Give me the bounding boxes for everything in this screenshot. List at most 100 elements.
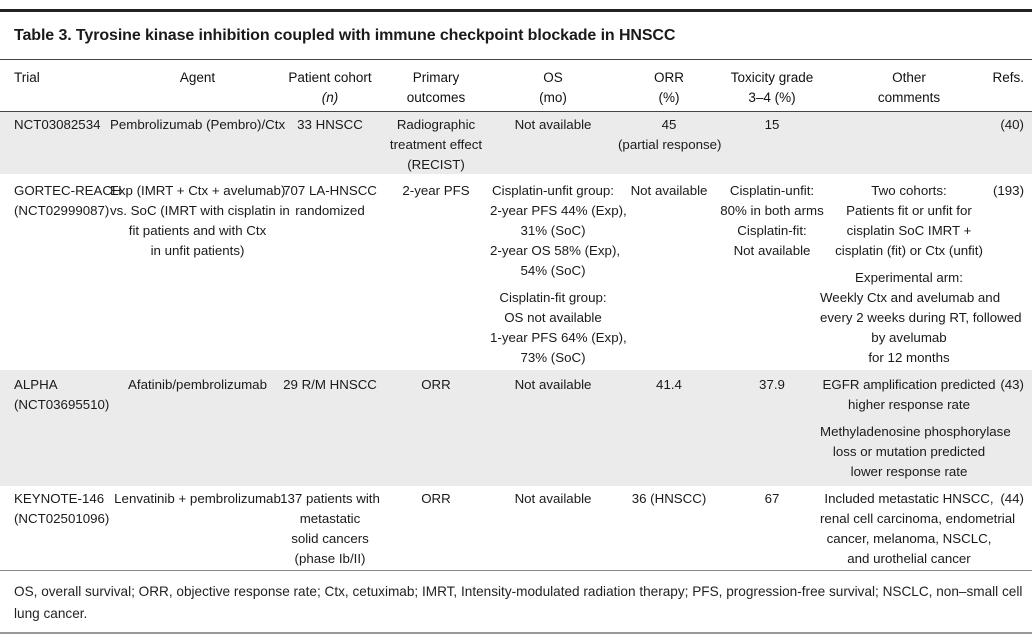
cell-cohort: 707 LA-HNSCC randomized <box>280 181 380 221</box>
cell-line: 2-year PFS <box>402 183 470 198</box>
cell-line: Cisplatin-fit: <box>737 223 807 238</box>
cell-line: 707 LA-HNSCC <box>283 183 377 198</box>
cell-line: lower response rate <box>850 464 968 479</box>
header-trial: Trial <box>14 70 40 85</box>
cell-trial: GORTEC-REACH (NCT02999087) <box>14 181 122 221</box>
cell-line: Pembrolizumab (Pembro)/Ctx <box>110 117 286 132</box>
cell-line: Not available <box>514 117 592 132</box>
cell-primary: ORR <box>388 489 484 509</box>
header-top-rule <box>0 59 1032 60</box>
cell-line: every 2 weeks during RT, followed <box>820 310 1022 325</box>
cell-agent: Afatinib/pembrolizumab <box>110 375 285 395</box>
cell-line: 137 patients with <box>280 491 380 506</box>
cell-orr: 41.4 <box>618 375 720 395</box>
row-background-3 <box>0 370 1032 486</box>
cell-line: cisplatin (fit) or Ctx (unfit) <box>835 243 983 258</box>
cell-line: Experimental arm: <box>855 270 963 285</box>
cell-os: Not available <box>490 375 616 395</box>
header-cohort-line1: Patient cohort <box>288 70 372 85</box>
cell-line: ORR <box>421 377 451 392</box>
cell-refs: (40) <box>1000 117 1024 132</box>
cell-line: 29 R/M HNSCC <box>283 377 377 392</box>
footnote: OS, overall survival; ORR, objective res… <box>14 584 1023 621</box>
cell-line: Not available <box>630 183 708 198</box>
cell-agent: Lenvatinib + pembrolizumab <box>110 489 285 509</box>
header-primary: Primary outcomes <box>388 68 484 108</box>
cell-line: Two cohorts: <box>871 183 947 198</box>
cell-gap <box>820 415 998 422</box>
cell-line: Exp (IMRT + Ctx + avelumab) <box>110 183 286 198</box>
cell-line: Patients fit or unfit for <box>846 203 972 218</box>
cell-line: (RECIST) <box>407 157 465 172</box>
cell-gap <box>490 281 616 288</box>
cell-primary: 2-year PFS <box>388 181 484 201</box>
cell-line: (NCT03695510) <box>14 397 110 412</box>
cell-line: Weekly Ctx and avelumab and <box>820 290 1001 305</box>
header-orr: ORR (%) <box>618 68 720 108</box>
cell-trial: KEYNOTE-146 (NCT02501096) <box>14 489 114 529</box>
bottom-rule <box>0 632 1032 634</box>
cell-line: ORR <box>421 491 451 506</box>
cell-line: OS not available <box>504 310 602 325</box>
cell-line: for 12 months <box>868 350 950 365</box>
cell-refs: (43) <box>1000 377 1024 392</box>
cell-os: Not available <box>490 115 616 135</box>
header-orr-line1: ORR <box>654 70 684 85</box>
cell-line: 80% in both arms <box>720 203 824 218</box>
cell-line: GORTEC-REACH <box>14 183 122 198</box>
cell-line: vs. SoC (IMRT with cisplatin in <box>110 203 290 218</box>
cell-line: Afatinib/pembrolizumab <box>128 377 267 392</box>
header-bottom-rule <box>0 111 1032 112</box>
header-orr-line2: (%) <box>658 90 680 105</box>
cell-line: higher response rate <box>848 397 970 412</box>
header-toxicity-line2: 3–4 (%) <box>748 90 796 105</box>
cell-line: cancer, melanoma, NSCLC, <box>826 531 992 546</box>
cell-line: Methyladenosine phosphorylase <box>820 424 1011 439</box>
cell-primary: Radiographic treatment effect (RECIST) <box>388 115 484 175</box>
cell-line: 2-year PFS 44% (Exp), <box>490 203 627 218</box>
cell-line: (NCT02501096) <box>14 511 110 526</box>
cell-orr: Not available <box>618 181 720 201</box>
cell-tox: 67 <box>718 489 826 509</box>
header-cohort-line2: (n) <box>321 90 339 105</box>
cell-trial: NCT03082534 <box>14 115 114 135</box>
header-primary-line1: Primary <box>412 70 460 85</box>
cell-line: 54% (SoC) <box>520 263 586 278</box>
cell-other: EGFR amplification predicted higher respo… <box>820 375 1011 482</box>
cell-agent: Pembrolizumab (Pembro)/Ctx <box>110 115 285 135</box>
cell-line: Cisplatin-unfit group: <box>492 183 614 198</box>
header-toxicity: Toxicity grade 3–4 (%) <box>718 68 826 108</box>
cell-orr: 36 (HNSCC) <box>618 489 720 509</box>
cell-line: 31% (SoC) <box>520 223 586 238</box>
cell-tox: 15 <box>718 115 826 135</box>
cell-line: 37.9 <box>759 377 785 392</box>
cell-line: Not available <box>733 243 811 258</box>
table-bottom-rule <box>0 570 1032 571</box>
cell-primary: ORR <box>388 375 484 395</box>
cell-trial: ALPHA (NCT03695510) <box>14 375 114 415</box>
cell-refs: (193) <box>992 183 1024 198</box>
cell-gap <box>820 261 998 268</box>
cell-line: 45 <box>661 117 677 132</box>
cell-line: KEYNOTE-146 <box>14 491 105 506</box>
cell-line: 36 (HNSCC) <box>631 491 707 506</box>
cell-line: Not available <box>514 377 592 392</box>
cell-line: 73% (SoC) <box>520 350 586 365</box>
cell-os: Cisplatin-unfit group: 2-year PFS 44% (Ex… <box>490 181 627 368</box>
header-agent: Agent <box>179 70 216 85</box>
cell-refs: (44) <box>1000 491 1024 506</box>
cell-line: Cisplatin-fit group: <box>499 290 607 305</box>
cell-agent: Exp (IMRT + Ctx + avelumab) vs. SoC (IMRT… <box>110 181 290 261</box>
cell-line: by avelumab <box>871 330 947 345</box>
cell-line: in unfit patients) <box>150 243 245 258</box>
cell-line: 15 <box>764 117 780 132</box>
cell-line: (partial response) <box>618 137 722 152</box>
cell-cohort: 137 patients with metastatic solid cancers… <box>280 489 380 569</box>
cell-line: EGFR amplification predicted <box>822 377 996 392</box>
cell-line: loss or mutation predicted <box>832 444 986 459</box>
header-os: OS (mo) <box>490 68 616 108</box>
cell-line: and urothelial cancer <box>847 551 971 566</box>
cell-line: fit patients and with Ctx <box>128 223 267 238</box>
cell-os: Not available <box>490 489 616 509</box>
cell-line: (phase Ib/II) <box>294 551 366 566</box>
